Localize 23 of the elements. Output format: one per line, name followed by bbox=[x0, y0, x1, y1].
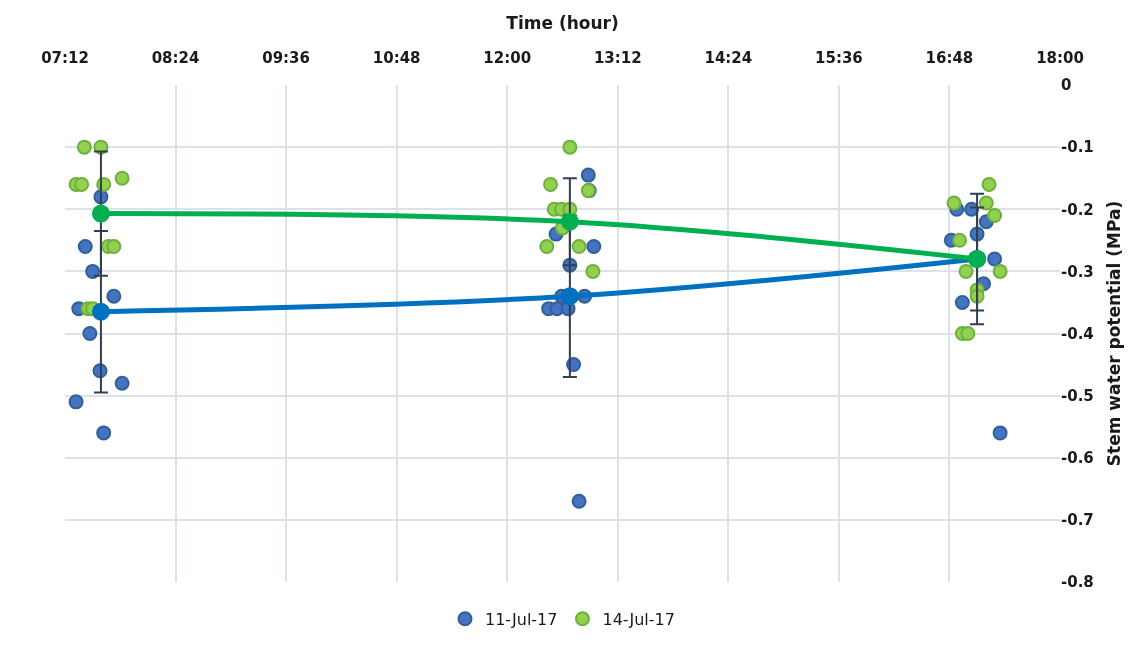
x-tick-label: 14:24 bbox=[704, 49, 753, 67]
y-tick-label: 0 bbox=[1061, 76, 1072, 95]
x-tick-label: 07:12 bbox=[41, 49, 89, 67]
x-tick-label: 10:48 bbox=[372, 49, 421, 67]
x-tick-label: 16:48 bbox=[925, 49, 974, 67]
y-tick-label: -0.3 bbox=[1061, 262, 1094, 281]
y-tick-label: -0.8 bbox=[1061, 573, 1094, 592]
y-tick-label: -0.2 bbox=[1061, 200, 1094, 219]
legend-label: 14-Jul-17 bbox=[602, 610, 675, 630]
x-tick-label: 15:36 bbox=[815, 49, 863, 67]
x-tick-label: 18:00 bbox=[1036, 49, 1084, 67]
y-tick-label: -0.4 bbox=[1061, 324, 1094, 343]
x-tick-label: 08:24 bbox=[151, 49, 200, 67]
x-tick-label: 13:12 bbox=[593, 49, 642, 67]
legend-label: 11-Jul-17 bbox=[485, 610, 558, 630]
y-axis-title: Stem water potential (MPa) bbox=[1104, 200, 1125, 467]
y-tick-label: -0.7 bbox=[1061, 511, 1094, 530]
y-tick-label: -0.1 bbox=[1061, 138, 1094, 157]
x-tick-label: 12:00 bbox=[483, 49, 532, 67]
y-tick-label: -0.5 bbox=[1061, 386, 1094, 405]
x-tick-label: 09:36 bbox=[262, 49, 310, 67]
x-axis-title: Time (hour) bbox=[506, 12, 619, 33]
y-tick-label: -0.6 bbox=[1061, 449, 1094, 467]
